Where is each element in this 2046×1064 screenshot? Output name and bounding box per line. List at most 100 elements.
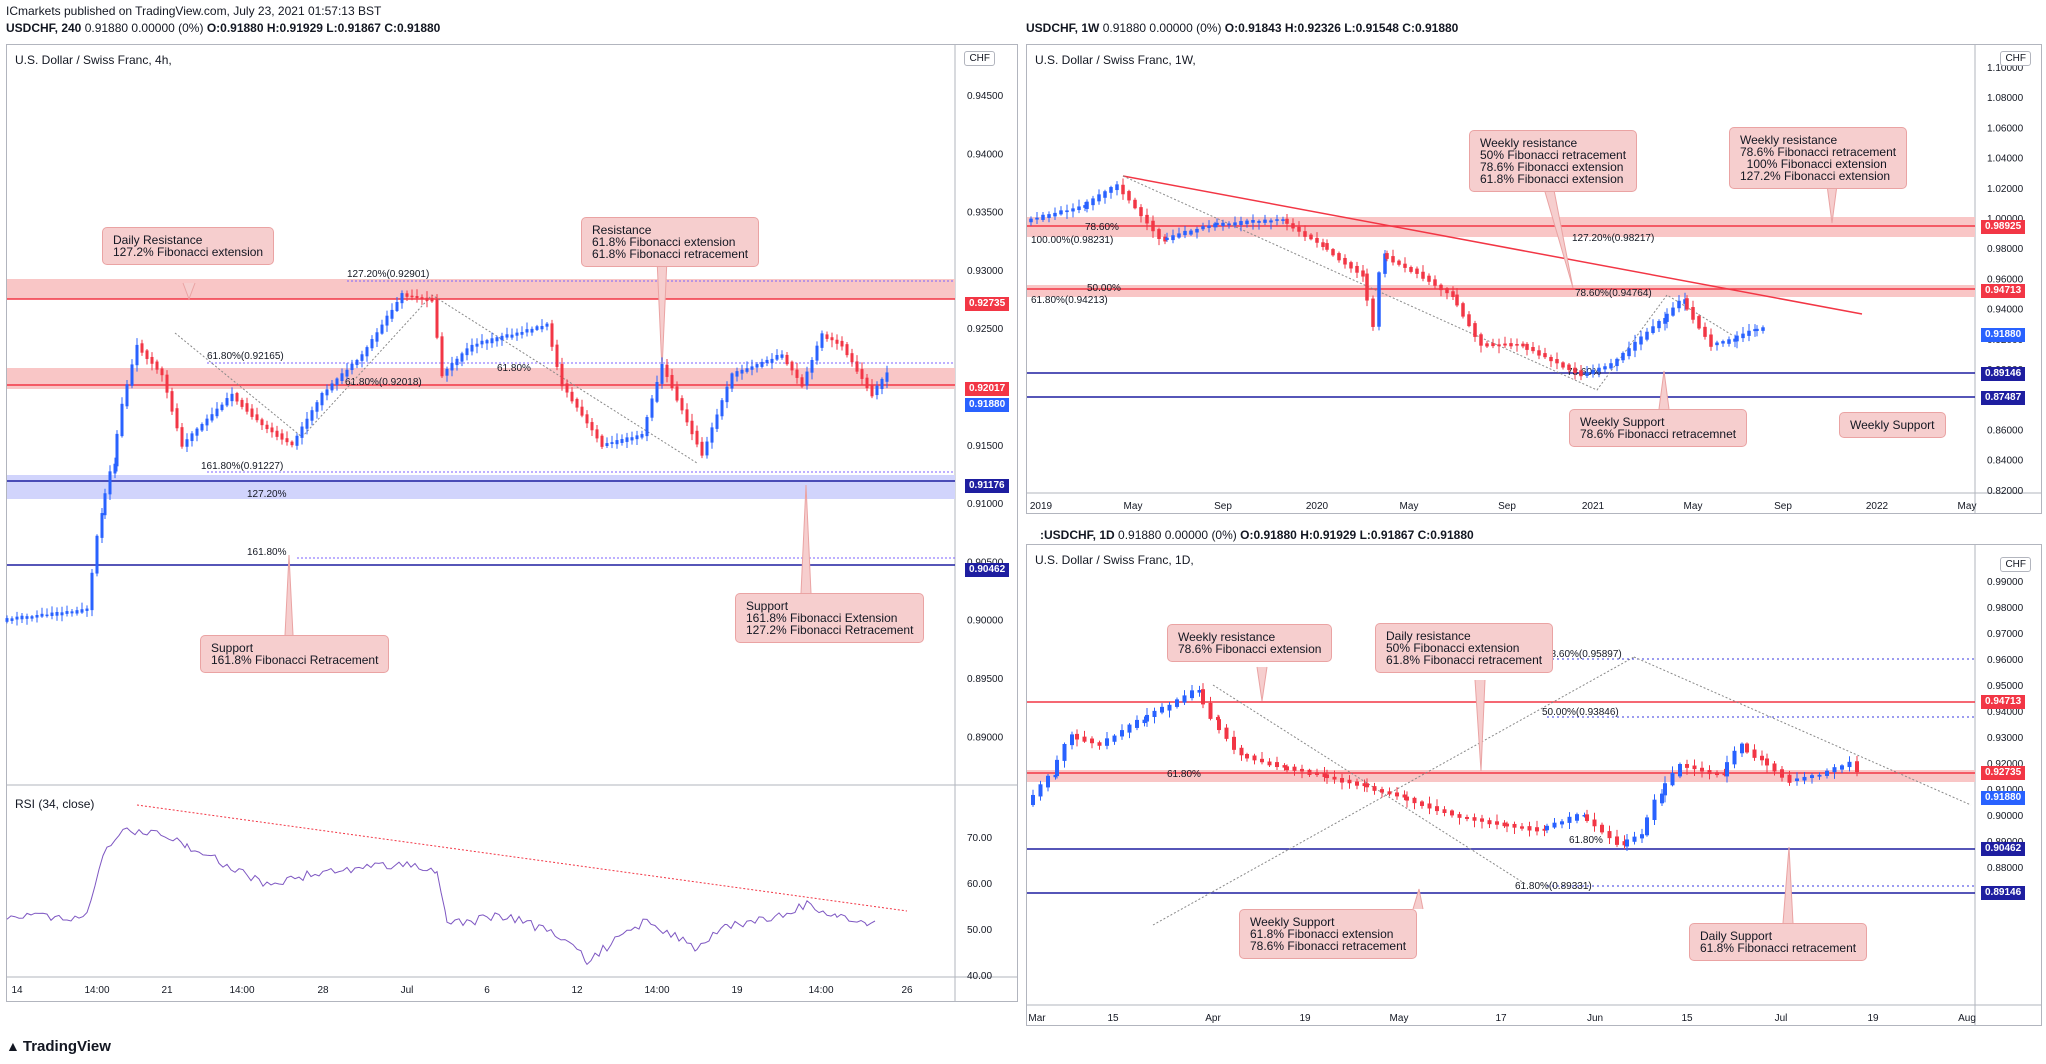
d1-candle xyxy=(1502,822,1507,827)
w1-candle xyxy=(1561,362,1565,368)
w1-chart-svg[interactable]: 1.10000 1.08000 1.06000 1.04000 1.02000 1.000… xyxy=(1027,45,2041,513)
w1-candle xyxy=(1315,237,1319,243)
w1-price-tag-3: 0.91880 xyxy=(1981,328,2026,342)
w1-low: L:0.91548 xyxy=(1344,21,1399,35)
h4-candle xyxy=(385,315,389,326)
d1-candle xyxy=(1070,734,1074,746)
h4-y-tick-label: 0.94000 xyxy=(967,149,1004,160)
d1-candle xyxy=(1075,733,1079,740)
w1-candle xyxy=(1663,318,1667,324)
d1-candle xyxy=(1252,755,1257,761)
w1-candle xyxy=(1671,307,1675,316)
h4-candle xyxy=(450,363,454,371)
w1-note-weekly-sup-2[interactable]: Weekly Support xyxy=(1839,412,1946,438)
d1-candle xyxy=(1412,797,1417,804)
d1-candle xyxy=(1760,755,1764,761)
d1-candle xyxy=(1575,814,1579,821)
h4-candle xyxy=(25,616,29,619)
w1-symbol: USDCHF, 1W xyxy=(1026,21,1100,35)
d1-note-daily-res[interactable]: Daily resistance 50% Fibonacci extension… xyxy=(1375,623,1554,673)
d1-candle xyxy=(1362,783,1367,787)
h4-candle xyxy=(580,406,584,416)
h4-candle xyxy=(5,618,9,622)
d1-candle xyxy=(1560,821,1564,825)
h4-currency-badge[interactable]: CHF xyxy=(964,51,995,66)
w1-candle xyxy=(1303,231,1307,237)
h4-candle xyxy=(350,363,354,371)
h4-candle xyxy=(245,403,249,412)
w1-candle xyxy=(1251,220,1255,223)
d1-candle xyxy=(1427,803,1432,809)
h4-candle xyxy=(190,433,194,442)
h4-candle xyxy=(165,374,169,393)
h4-candle xyxy=(660,364,664,384)
d1-candle xyxy=(1663,783,1667,796)
d1-low: L:0.91867 xyxy=(1359,528,1415,542)
h4-x-tick-label: 14:00 xyxy=(84,985,109,996)
h4-candle xyxy=(175,408,179,429)
h4-x-tick-label: 14:00 xyxy=(808,985,833,996)
d1-candle xyxy=(1062,743,1067,761)
h4-note-resistance[interactable]: Resistance 61.8% Fibonacci extension 61.… xyxy=(581,217,760,267)
h4-y-tick-label: 0.91500 xyxy=(967,441,1004,452)
h4-candle xyxy=(135,344,139,366)
h4-candle xyxy=(850,353,854,363)
h4-candle xyxy=(775,355,779,360)
w1-candle xyxy=(1215,222,1219,226)
w1-candle xyxy=(1445,288,1449,294)
w1-descending-trendline xyxy=(1122,175,1863,315)
w1-candle xyxy=(1163,236,1167,242)
w1-note-weekly-sup-1[interactable]: Weekly Support 78.6% Fibonacci retracemn… xyxy=(1569,409,1748,447)
d1-y-tick-label: 0.88000 xyxy=(1987,863,2024,874)
d1-candle xyxy=(1745,743,1749,753)
w1-candle xyxy=(1309,234,1313,240)
h4-candle xyxy=(745,368,749,372)
d1-candle xyxy=(1120,730,1124,737)
w1-y-tick-label: 0.86000 xyxy=(1987,425,2024,436)
d1-y-tick-label: 0.95000 xyxy=(1987,681,2024,692)
tradingview-brand[interactable]: ▲ TradingView xyxy=(6,1038,111,1055)
w1-candle xyxy=(1077,206,1081,211)
h4-candle xyxy=(395,301,399,311)
d1-candle xyxy=(1031,794,1035,806)
w1-currency-badge[interactable]: CHF xyxy=(2000,51,2031,66)
w1-chart-panel[interactable]: 1.10000 1.08000 1.06000 1.04000 1.02000 1.000… xyxy=(1026,44,2042,514)
h4-candle xyxy=(795,369,799,378)
d1-x-tick-label: Jun xyxy=(1587,1013,1603,1024)
h4-note-support-right[interactable]: Support 161.8% Fibonacci Extension 127.2… xyxy=(735,593,925,643)
d1-note-weekly-res[interactable]: Weekly resistance 78.6% Fibonacci extens… xyxy=(1167,624,1333,662)
d1-note-daily-sup[interactable]: Daily Support 61.8% Fibonacci retracemen… xyxy=(1689,923,1868,961)
h4-price-tag-1: 0.92735 xyxy=(965,297,1010,311)
w1-candle xyxy=(1053,212,1057,217)
w1-note-weekly-res-2[interactable]: Weekly resistance 78.6% Fibonacci retrac… xyxy=(1729,127,1908,189)
d1-chart-svg[interactable]: 0.99000 0.98000 0.97000 0.96000 0.95000 0.940… xyxy=(1027,545,2041,1025)
w1-candle xyxy=(1615,358,1619,367)
h4-candle xyxy=(220,404,224,411)
w1-candle xyxy=(1145,214,1149,224)
h4-note-support-left[interactable]: Support 161.8% Fibonacci Retracement xyxy=(200,635,390,673)
h4-candle xyxy=(765,359,769,364)
d1-candle xyxy=(1847,761,1852,768)
w1-candle xyxy=(1097,194,1101,202)
w1-candle xyxy=(1609,363,1613,369)
h4-change: 0.91880 0.00000 (0%) xyxy=(84,21,204,35)
h4-candle xyxy=(435,298,439,338)
h4-candle xyxy=(620,438,624,443)
h4-candle xyxy=(155,361,159,370)
d1-chart-panel[interactable]: 0.99000 0.98000 0.97000 0.96000 0.95000 0.940… xyxy=(1026,544,2042,1026)
h4-chart-panel[interactable]: 0.94500 0.94000 0.93500 0.93000 0.92500 0.920… xyxy=(5,44,1018,1002)
h4-chart-svg[interactable]: 0.94500 0.94000 0.93500 0.93000 0.92500 0.920… xyxy=(5,45,1017,1001)
d1-currency-badge[interactable]: CHF xyxy=(2000,557,2031,572)
d1-fib-label: 78.60%(0.95897) xyxy=(1545,649,1622,660)
w1-note-weekly-res-1[interactable]: Weekly resistance 50% Fibonacci retracem… xyxy=(1469,130,1638,192)
d1-note-weekly-sup[interactable]: Weekly Support 61.8% Fibonacci extension… xyxy=(1239,909,1418,959)
w1-x-tick-label: May xyxy=(1400,501,1419,512)
w1-candle xyxy=(1621,352,1625,361)
h4-y-tick-label: 0.89500 xyxy=(967,674,1004,685)
h4-candle xyxy=(805,371,809,386)
w1-candle xyxy=(1189,230,1193,235)
h4-note-daily-resistance[interactable]: Daily Resistance 127.2% Fibonacci extens… xyxy=(102,227,275,265)
w1-candle xyxy=(1257,221,1261,223)
d1-candle xyxy=(1167,704,1172,711)
h4-candle xyxy=(400,293,404,304)
